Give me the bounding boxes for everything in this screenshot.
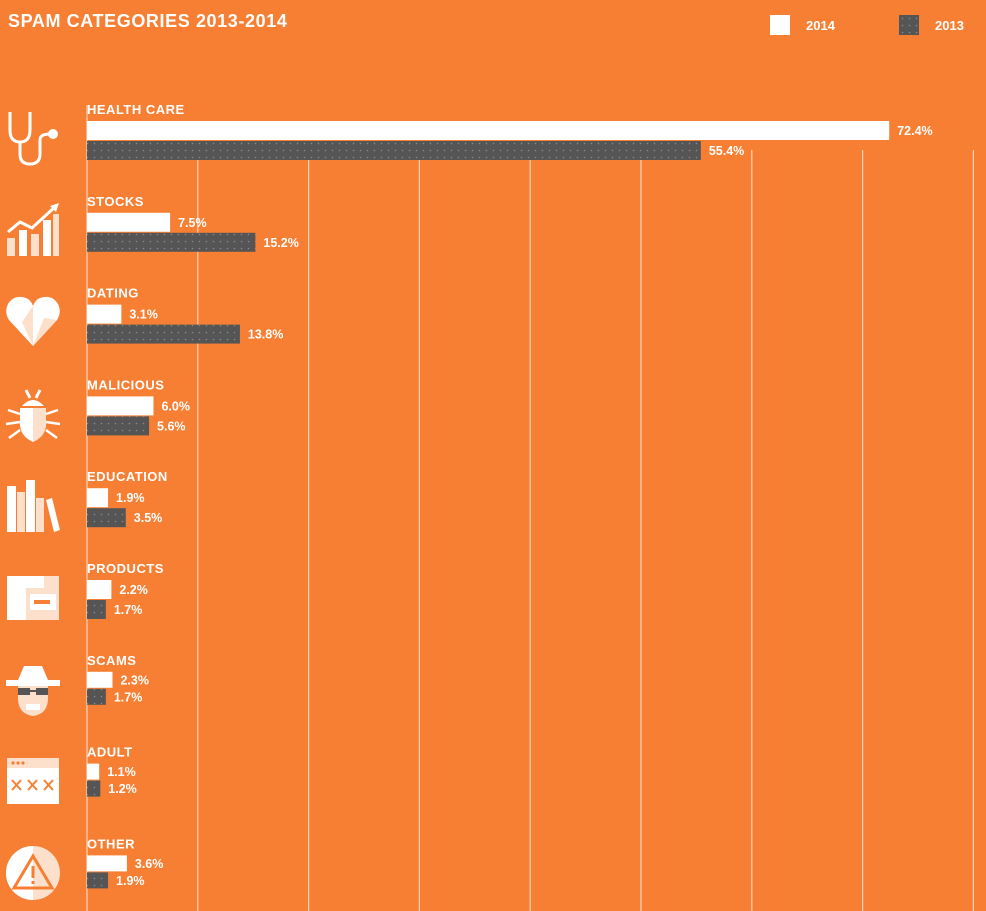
value-label: 72.4% xyxy=(897,124,932,138)
spy-icon xyxy=(4,660,62,718)
bar-texture xyxy=(87,688,106,705)
browser-xxx-icon xyxy=(4,752,62,810)
bar-2014 xyxy=(87,855,127,872)
value-label: 2.3% xyxy=(120,673,149,687)
stock-chart-icon xyxy=(4,200,62,258)
value-label: 7.5% xyxy=(178,216,207,230)
bar-texture xyxy=(87,780,101,797)
value-label: 15.2% xyxy=(263,236,298,250)
books-icon xyxy=(4,476,62,534)
category-label: DATING xyxy=(87,286,139,301)
legend-label-2013: 2013 xyxy=(935,18,964,33)
legend-swatch-2013 xyxy=(899,15,919,35)
bar-2014 xyxy=(87,212,171,232)
value-label: 55.4% xyxy=(709,144,744,158)
category-label: HEALTH CARE xyxy=(87,102,185,117)
bar-2014 xyxy=(87,763,100,780)
value-label: 1.2% xyxy=(108,782,136,796)
bar-2014 xyxy=(87,488,109,508)
bar-texture xyxy=(87,600,106,619)
chart-title: SPAM CATEGORIES 2013-2014 xyxy=(8,11,288,31)
bug-icon xyxy=(4,384,62,442)
value-label: 3.1% xyxy=(129,308,158,322)
value-label: 1.7% xyxy=(114,690,143,704)
bar-2014 xyxy=(87,396,154,416)
category-label: STOCKS xyxy=(87,194,144,209)
value-label: 1.7% xyxy=(114,603,143,617)
category-label: SCAMS xyxy=(87,653,136,668)
value-label: 3.5% xyxy=(134,511,163,525)
bar-2014 xyxy=(87,304,122,324)
bar-texture xyxy=(87,508,126,528)
value-label: 6.0% xyxy=(161,399,190,413)
category-label: ADULT xyxy=(87,745,133,760)
value-label: 1.9% xyxy=(116,874,145,888)
value-label: 5.6% xyxy=(157,419,186,433)
category-label: MALICIOUS xyxy=(87,377,164,392)
warning-icon xyxy=(4,844,62,902)
category-label: EDUCATION xyxy=(87,469,168,484)
stethoscope-icon xyxy=(4,108,62,166)
category-label: PRODUCTS xyxy=(87,561,164,576)
bar-texture xyxy=(87,416,150,436)
category-label: OTHER xyxy=(87,836,135,851)
legend-swatch-2014 xyxy=(770,15,790,35)
value-label: 1.1% xyxy=(107,765,136,779)
value-label: 3.6% xyxy=(135,857,164,871)
heart-icon xyxy=(4,292,62,350)
gridlines xyxy=(86,105,975,911)
bar-texture xyxy=(87,232,256,252)
bar-texture xyxy=(87,141,701,160)
value-label: 2.2% xyxy=(119,583,148,597)
labels: HEALTH CARE 72.4% 55.4% STOCKS 7.5% 15.2% DATI… xyxy=(87,102,933,888)
bar-2014 xyxy=(87,671,113,688)
bar-texture xyxy=(87,324,240,344)
value-label: 13.8% xyxy=(248,328,283,342)
bar-2014 xyxy=(87,580,112,599)
package-icon xyxy=(4,568,62,626)
legend-label-2014: 2014 xyxy=(806,18,835,33)
bars xyxy=(87,121,890,889)
bar-2014 xyxy=(87,121,890,140)
bar-texture xyxy=(87,872,109,889)
value-label: 1.9% xyxy=(116,491,145,505)
